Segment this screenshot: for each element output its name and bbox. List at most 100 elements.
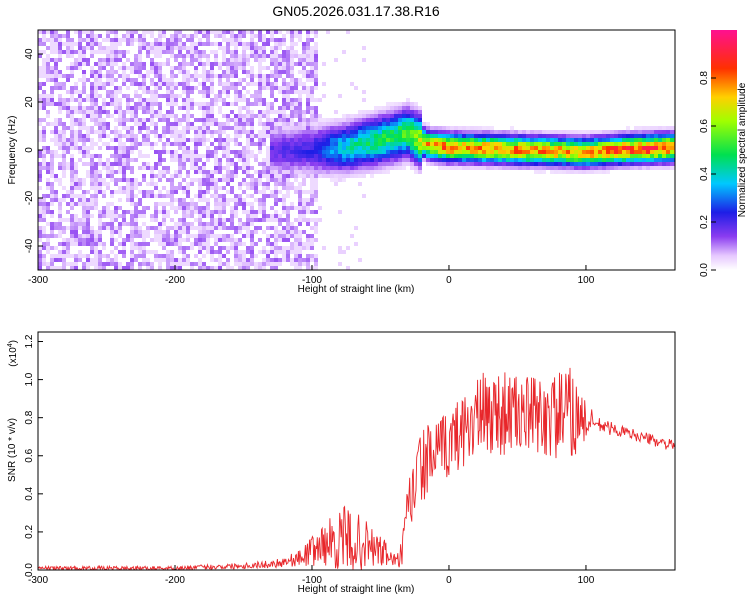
spectrogram-cell: [238, 186, 242, 190]
spectrogram-cell: [234, 238, 238, 242]
spectrogram-cell: [246, 130, 250, 134]
spectrogram-cell: [178, 62, 182, 66]
spectrogram-cell: [174, 150, 178, 154]
spectrogram-cell: [134, 182, 138, 186]
spectrogram-cell: [110, 174, 114, 178]
spectrogram-cell: [578, 170, 582, 174]
spectrogram-cell: [402, 102, 406, 106]
spectrogram-cell: [582, 146, 586, 150]
spectrogram-cell: [414, 118, 418, 122]
spectrogram-cell: [342, 126, 346, 130]
spectrogram-cell: [242, 70, 246, 74]
spectrogram-cell: [58, 258, 62, 262]
spectrogram-cell: [218, 30, 222, 34]
spectrogram-cell: [54, 226, 58, 230]
spectrogram-cell: [106, 30, 110, 34]
spectrogram-cell: [322, 146, 326, 150]
spectrogram-cell: [338, 142, 342, 146]
spectrogram-cell: [66, 66, 70, 70]
spectrogram-cell: [110, 30, 114, 34]
spectrogram-cell: [230, 126, 234, 130]
spectrogram-cell: [50, 42, 54, 46]
spectrogram-cell: [198, 218, 202, 222]
spectrogram-cell: [118, 234, 122, 238]
spectrogram-cell: [626, 138, 630, 142]
spectrogram-cell: [202, 222, 206, 226]
spectrogram-cell: [98, 258, 102, 262]
spectrogram-cell: [450, 166, 454, 170]
spectrogram-cell: [38, 118, 42, 122]
spectrogram-cell: [110, 262, 114, 266]
spectrogram-cell: [130, 114, 134, 118]
spectrogram-cell: [454, 158, 458, 162]
spectrogram-cell: [178, 262, 182, 266]
spectrogram-cell: [314, 154, 318, 158]
spectrogram-cell: [294, 142, 298, 146]
spectrogram-cell: [338, 250, 342, 254]
spectrogram-cell: [62, 246, 66, 250]
spectrogram-cell: [66, 78, 70, 82]
spectrogram-cell: [322, 130, 326, 134]
spectrogram-cell: [306, 166, 310, 170]
spectrogram-cell: [530, 134, 534, 138]
spectrogram-cell: [318, 138, 322, 142]
spectrogram-cell: [298, 194, 302, 198]
spectrogram-cell: [382, 162, 386, 166]
spectrogram-cell: [286, 154, 290, 158]
spectrogram-cell: [146, 118, 150, 122]
spectrogram-cell: [370, 174, 374, 178]
spectrogram-cell: [138, 106, 142, 110]
spectrogram-cell: [422, 142, 426, 146]
spectrogram-cell: [210, 178, 214, 182]
spectrogram-cell: [202, 110, 206, 114]
spectrogram-cell: [198, 262, 202, 266]
spectrogram-cell: [58, 198, 62, 202]
spectrogram-cell: [314, 70, 318, 74]
spectrogram-cell: [298, 234, 302, 238]
spectrogram-cell: [218, 254, 222, 258]
spectrogram-cell: [242, 158, 246, 162]
spectrogram-cell: [258, 218, 262, 222]
spectrogram-cell: [390, 138, 394, 142]
spectrogram-cell: [250, 122, 254, 126]
spectrogram-cell: [574, 170, 578, 174]
spectrogram-cell: [142, 190, 146, 194]
spectrogram-cell: [158, 226, 162, 230]
spectrogram-cell: [610, 134, 614, 138]
spectrogram-cell: [134, 214, 138, 218]
spectrogram-cell: [366, 150, 370, 154]
spectrogram-cell: [270, 46, 274, 50]
spectrogram-cell: [226, 78, 230, 82]
spectrogram-cell: [62, 198, 66, 202]
spectrogram-cell: [266, 82, 270, 86]
spectrogram-cell: [250, 178, 254, 182]
spectrogram-cell: [522, 142, 526, 146]
spectrogram-cell: [94, 42, 98, 46]
spectrogram-cell: [362, 138, 366, 142]
spectrogram-cell: [150, 174, 154, 178]
spectrogram-cell: [470, 134, 474, 138]
spectrogram-cell: [310, 210, 314, 214]
spectrogram-cell: [78, 178, 82, 182]
spectrogram-cell: [206, 54, 210, 58]
spectrogram-cell: [314, 110, 318, 114]
spectrogram-cell: [142, 230, 146, 234]
spectrogram-cell: [42, 102, 46, 106]
spectrogram-cell: [278, 118, 282, 122]
spectrogram-cell: [546, 134, 550, 138]
spectrogram-cell: [538, 170, 542, 174]
spectrogram-cell: [438, 146, 442, 150]
spectrogram-cell: [138, 42, 142, 46]
spectrogram-cell: [110, 82, 114, 86]
spectrogram-cell: [66, 138, 70, 142]
spectrogram-cell: [266, 250, 270, 254]
spectrogram-cell: [266, 226, 270, 230]
spectrogram-cell: [662, 166, 666, 170]
spectrogram-cell: [426, 142, 430, 146]
spectrogram-cell: [314, 222, 318, 226]
spectrogram-cell: [266, 178, 270, 182]
spectrogram-cell: [410, 166, 414, 170]
spectrogram-cell: [146, 166, 150, 170]
snr-xtick-label: 100: [578, 575, 595, 586]
spectrogram-cell: [294, 114, 298, 118]
